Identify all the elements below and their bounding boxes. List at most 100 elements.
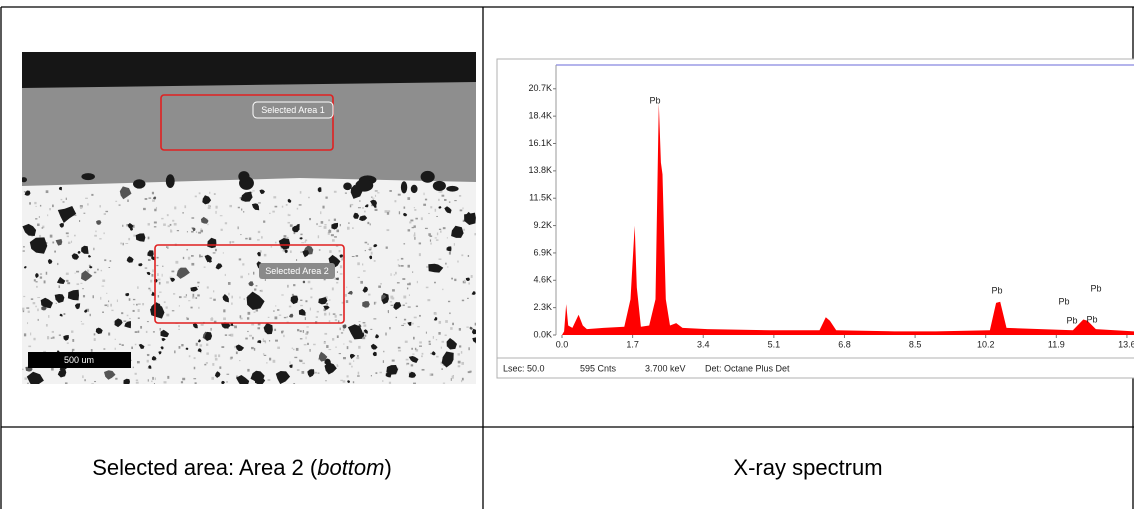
speckle <box>317 372 320 374</box>
speckle <box>147 379 149 382</box>
speckle <box>289 361 291 364</box>
speckle <box>107 304 109 308</box>
speckle <box>412 353 415 355</box>
speckle <box>165 306 168 309</box>
speckle <box>441 194 445 197</box>
speckle <box>90 349 93 352</box>
scale-bar-label: 500 um <box>64 355 94 365</box>
speckle <box>462 219 465 223</box>
speckle <box>390 295 394 299</box>
speckle <box>197 281 200 284</box>
speckle <box>329 228 331 231</box>
speckle <box>194 382 197 384</box>
speckle <box>180 381 184 384</box>
speckle <box>301 371 305 374</box>
speckle <box>36 285 38 288</box>
speckle <box>102 311 104 313</box>
speckle <box>194 195 197 198</box>
speckle <box>83 212 86 214</box>
speckle <box>203 266 206 268</box>
speckle <box>281 205 284 208</box>
speckle <box>182 377 186 381</box>
speckle <box>22 250 25 252</box>
speckle <box>85 197 88 199</box>
speckle <box>357 262 360 266</box>
pore <box>433 317 438 321</box>
speckle <box>99 205 101 208</box>
speckle <box>95 230 97 233</box>
speckle <box>308 196 310 199</box>
pore <box>472 328 476 335</box>
speckle <box>362 336 366 340</box>
speckle <box>145 330 148 333</box>
speckle <box>428 343 431 345</box>
speckle <box>447 300 451 303</box>
speckle <box>159 327 161 331</box>
speckle <box>182 212 184 214</box>
speckle <box>108 332 111 336</box>
speckle <box>39 273 43 275</box>
speckle <box>424 227 428 230</box>
speckle <box>404 340 408 343</box>
pore <box>250 370 265 382</box>
speckle <box>228 334 231 336</box>
status-text: 595 Cnts <box>580 363 617 373</box>
pore <box>151 256 155 261</box>
speckle <box>245 237 248 240</box>
speckle <box>146 353 150 356</box>
speckle <box>30 298 34 300</box>
speckle <box>247 311 251 315</box>
speckle <box>387 310 389 313</box>
speckle <box>237 206 240 209</box>
speckle <box>169 276 172 279</box>
speckle <box>300 233 303 236</box>
speckle <box>147 236 150 240</box>
speckle <box>218 354 221 358</box>
speckle <box>415 349 419 352</box>
speckle <box>91 383 94 384</box>
speckle <box>424 198 428 201</box>
pore <box>22 223 37 236</box>
speckle <box>293 383 296 384</box>
speckle <box>454 200 457 202</box>
speckle <box>67 241 71 245</box>
speckle <box>228 292 230 296</box>
speckle <box>323 278 326 281</box>
speckle <box>72 348 75 351</box>
speckle <box>442 227 446 230</box>
speckle <box>382 360 385 363</box>
speckle <box>37 308 39 312</box>
speckle <box>338 353 342 355</box>
speckle <box>305 300 308 303</box>
speckle <box>198 192 201 195</box>
speckle <box>166 281 169 284</box>
speckle <box>35 281 38 283</box>
speckle <box>134 331 138 333</box>
speckle <box>58 334 61 336</box>
speckle <box>35 305 37 308</box>
speckle <box>186 231 188 233</box>
speckle <box>200 229 204 233</box>
speckle <box>357 207 361 209</box>
speckle <box>460 379 463 383</box>
pore <box>77 251 81 254</box>
speckle <box>293 284 296 287</box>
speckle <box>418 242 422 245</box>
speckle <box>450 378 452 381</box>
speckle <box>250 281 253 283</box>
speckle <box>197 285 199 288</box>
speckle <box>239 197 242 199</box>
speckle <box>302 330 305 333</box>
speckle <box>304 317 306 321</box>
speckle <box>414 237 416 240</box>
speckle <box>237 226 239 230</box>
speckle <box>176 230 180 232</box>
speckle <box>413 382 416 384</box>
speckle <box>379 371 382 374</box>
speckle <box>323 226 327 229</box>
speckle <box>186 316 188 319</box>
pore <box>331 222 338 230</box>
speckle <box>207 206 211 210</box>
speckle <box>400 257 404 260</box>
speckle <box>374 208 378 212</box>
